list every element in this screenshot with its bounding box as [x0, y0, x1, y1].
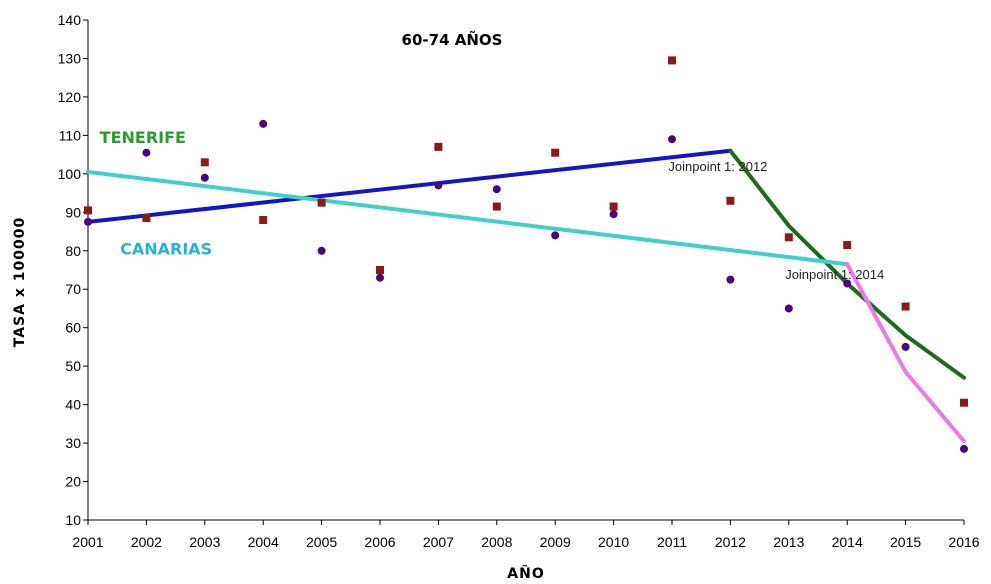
x-tick-label: 2012 — [715, 534, 746, 550]
y-tick-label: 50 — [65, 358, 81, 374]
data-point-tenerife — [668, 56, 676, 65]
data-point-tenerife — [960, 398, 968, 407]
data-point-tenerife — [142, 214, 151, 223]
x-tick-label: 2003 — [189, 534, 220, 550]
data-point-canarias — [434, 181, 443, 190]
x-tick-label: 2009 — [540, 534, 571, 550]
data-point-tenerife — [434, 142, 443, 151]
y-tick-label: 30 — [65, 435, 81, 451]
trend-line-canarias-1 — [86, 169, 850, 267]
data-point-canarias — [668, 135, 676, 144]
data-point-tenerife — [784, 233, 793, 242]
y-tick-label: 20 — [65, 474, 81, 490]
y-tick-label: 80 — [65, 243, 81, 259]
data-point-tenerife — [84, 206, 92, 215]
data-point-canarias — [960, 444, 968, 453]
data-points — [84, 56, 968, 453]
x-tick-label: 2010 — [598, 534, 629, 550]
data-point-canarias — [84, 217, 92, 226]
trend-line-canarias-2 — [845, 262, 966, 444]
data-point-canarias — [142, 148, 151, 157]
data-point-canarias — [609, 210, 618, 219]
data-point-tenerife — [901, 302, 910, 311]
trend-lines — [86, 148, 966, 444]
data-point-tenerife — [843, 241, 852, 249]
x-tick-label: 2004 — [248, 534, 279, 550]
joinpoint-annotation: Joinpoint 1: 2012 — [668, 159, 767, 174]
data-point-canarias — [259, 119, 268, 128]
data-point-tenerife — [259, 216, 268, 224]
x-tick-label: 2008 — [481, 534, 512, 550]
data-point-canarias — [317, 246, 326, 255]
y-axis-title: TASA x 100000 — [12, 217, 28, 347]
data-point-canarias — [784, 304, 793, 313]
trend-line-tenerife-1 — [86, 148, 733, 224]
data-point-tenerife — [609, 202, 618, 211]
x-tick-label: 2011 — [657, 534, 687, 550]
annotations: Joinpoint 1: 2012 Joinpoint 1: 2014 — [668, 159, 884, 282]
x-tick-label: 2007 — [423, 534, 454, 550]
data-point-canarias — [376, 273, 384, 282]
x-tick-label: 2006 — [364, 534, 395, 550]
data-point-tenerife — [551, 148, 560, 157]
y-tick-label: 10 — [65, 512, 81, 528]
data-point-canarias — [492, 185, 501, 194]
data-point-canarias — [726, 275, 735, 284]
y-tick-label: 110 — [59, 127, 82, 143]
y-tick-label: 60 — [65, 320, 81, 336]
series-label-tenerife: TENERIFE — [100, 128, 186, 147]
x-tick-label: 2014 — [832, 534, 863, 550]
axes: 10 20 30 40 50 60 70 80 90 100 110 120 130 140 2001 200… — [58, 12, 980, 550]
x-tick-label: 2013 — [773, 534, 804, 550]
y-tick-label: 90 — [65, 204, 81, 220]
data-point-canarias — [901, 342, 910, 351]
data-point-tenerife — [200, 158, 209, 167]
x-tick-label: 2002 — [131, 534, 162, 550]
x-tick-label: 2015 — [890, 534, 921, 550]
series-labels: TENERIFE CANARIAS — [100, 128, 213, 259]
x-tick-label: 2005 — [306, 534, 337, 550]
x-tick-label: 2001 — [72, 534, 103, 550]
data-point-tenerife — [317, 198, 326, 207]
data-point-tenerife — [726, 196, 735, 205]
y-tick-label: 120 — [58, 89, 82, 105]
data-point-canarias — [200, 173, 209, 182]
y-tick-label: 100 — [58, 166, 82, 182]
data-point-canarias — [551, 231, 560, 240]
data-point-tenerife — [376, 266, 384, 274]
y-tick-label: 140 — [58, 12, 82, 28]
joinpoint-annotation: Joinpoint 1: 2014 — [785, 267, 884, 282]
data-point-tenerife — [492, 202, 501, 211]
y-tick-label: 70 — [65, 281, 81, 297]
x-axis-title: AÑO — [507, 565, 544, 582]
series-label-canarias: CANARIAS — [120, 240, 212, 259]
x-tick-label: 2016 — [948, 534, 979, 550]
data-point-canarias — [843, 279, 852, 288]
y-tick-label: 40 — [65, 397, 81, 413]
y-tick-label: 130 — [58, 50, 82, 66]
chart-title: 60-74 AÑOS — [402, 30, 503, 49]
